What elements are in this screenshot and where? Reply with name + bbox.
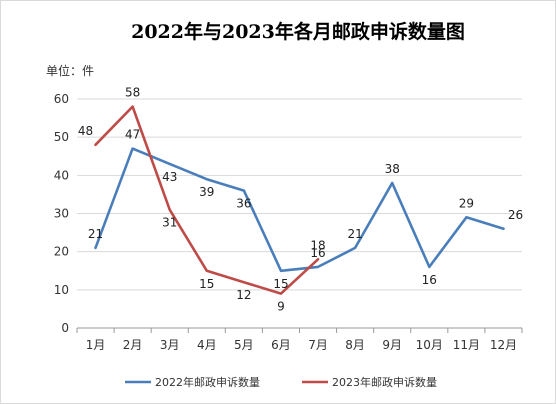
axis-layer: 0 10 20 30 40 50 60 1月 2月 3月 4月 5月 6月 7月 8月 9月 10月 11月 12月 xyxy=(54,92,523,352)
data-label-s2-3: 31 xyxy=(162,216,177,230)
y-tick-label-30: 30 xyxy=(54,207,69,221)
unit-label: 单位：件 xyxy=(46,63,94,78)
x-tick-label-8: 8月 xyxy=(345,338,365,352)
data-label-s2-5: 12 xyxy=(236,288,251,302)
data-label-s1-9: 38 xyxy=(385,162,400,176)
series-layer xyxy=(94,105,505,295)
legend-label-1: 2022年邮政申诉数量 xyxy=(155,375,260,389)
x-tick-label-12: 12月 xyxy=(490,338,517,352)
grid-layer xyxy=(77,98,522,291)
data-label-s2-6: 9 xyxy=(277,300,285,314)
data-label-s1-7: 16 xyxy=(310,246,325,260)
data-label-s1-10: 16 xyxy=(422,273,437,287)
x-tick-label-11: 11月 xyxy=(453,338,480,352)
legend-label-2: 2023年邮政申诉数量 xyxy=(332,375,437,389)
x-tick-label-2: 2月 xyxy=(123,338,143,352)
data-label-s1-3: 43 xyxy=(162,170,177,184)
chart-title: 2022年与2023年各月邮政申诉数量图 xyxy=(131,20,465,43)
x-tick-label-9: 9月 xyxy=(382,338,402,352)
series-line-1 xyxy=(94,147,505,273)
data-label-s1-6: 15 xyxy=(273,277,288,291)
data-label-s2-2: 58 xyxy=(125,86,140,100)
data-label-s1-4: 39 xyxy=(199,185,214,199)
x-tick-label-6: 6月 xyxy=(271,338,291,352)
data-label-s2-1: 48 xyxy=(78,124,93,138)
x-tick-label-5: 5月 xyxy=(234,338,254,352)
data-label-s1-2: 47 xyxy=(125,128,140,142)
y-tick-label-40: 40 xyxy=(54,168,69,182)
data-label-s2-4: 15 xyxy=(199,277,214,291)
legend: 2022年邮政申诉数量 2023年邮政申诉数量 xyxy=(125,375,437,389)
series-line-2 xyxy=(94,105,320,295)
data-label-s1-11: 29 xyxy=(459,196,474,210)
data-label-s1-1: 21 xyxy=(88,227,103,241)
data-label-layer: 21 47 43 39 36 15 16 21 38 16 29 26 48 58 31 15 12 9 18 xyxy=(78,86,523,314)
y-tick-label-60: 60 xyxy=(54,92,69,106)
y-tick-label-10: 10 xyxy=(54,283,69,297)
data-label-s1-12: 26 xyxy=(508,208,523,222)
x-tick-label-4: 4月 xyxy=(197,338,217,352)
y-tick-label-50: 50 xyxy=(54,130,69,144)
data-label-s2-7: 18 xyxy=(310,238,325,252)
x-tick-label-1: 1月 xyxy=(86,338,106,352)
data-label-s1-8: 21 xyxy=(347,227,362,241)
x-tick-label-10: 10月 xyxy=(416,338,443,352)
y-tick-label-20: 20 xyxy=(54,245,69,259)
x-tick-label-3: 3月 xyxy=(160,338,180,352)
y-tick-label-0: 0 xyxy=(61,321,69,335)
x-tick-label-7: 7月 xyxy=(308,338,328,352)
data-label-s1-5: 36 xyxy=(236,197,251,211)
